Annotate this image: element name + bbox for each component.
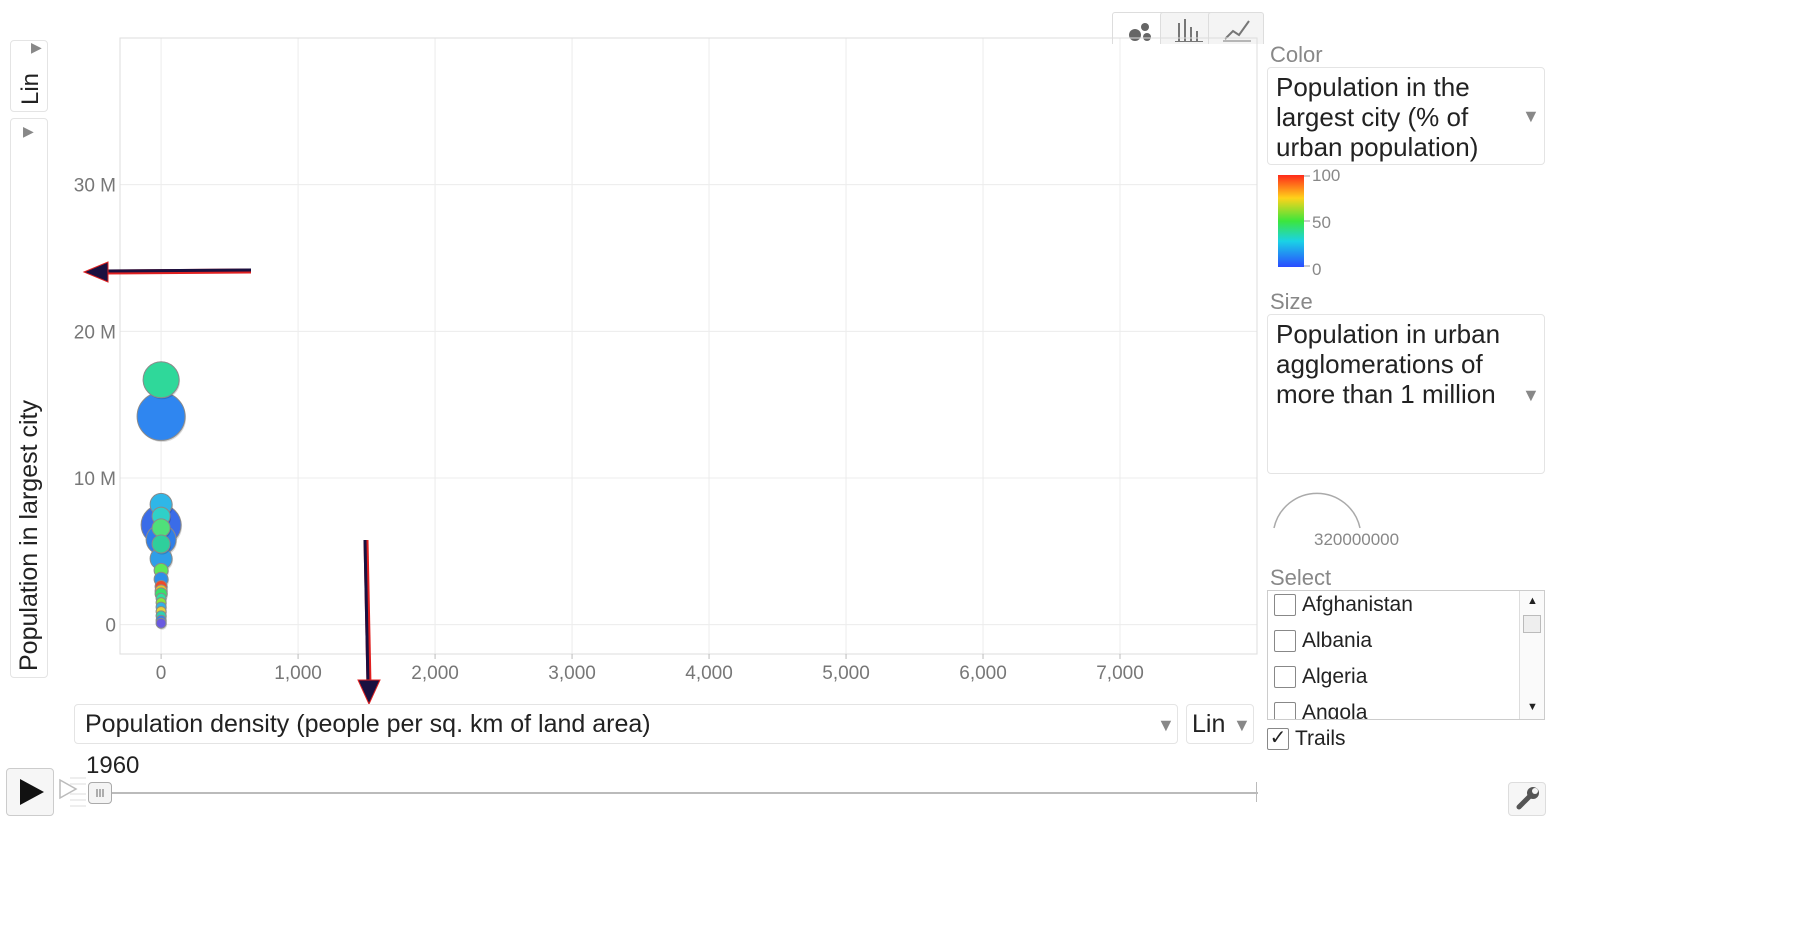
- size-metric-dropdown[interactable]: Population in urban agglomerations of mo…: [1267, 314, 1545, 474]
- trails-label: Trails: [1295, 727, 1346, 750]
- country-item[interactable]: Angola: [1270, 695, 1520, 720]
- x-tick-label: 3,000: [548, 663, 596, 684]
- color-metric-arrow-icon: ▼: [1522, 106, 1540, 126]
- y-tick-label: 20 M: [74, 322, 116, 343]
- trails-checkbox[interactable]: ✓: [1267, 728, 1289, 751]
- x-metric-dropdown[interactable]: Population density (people per sq. km of…: [74, 704, 1178, 744]
- grip-icon: [96, 789, 104, 797]
- scroll-thumb[interactable]: [1523, 615, 1541, 633]
- color-legend-min: 0: [1312, 260, 1322, 279]
- line-chart-icon: [1223, 20, 1251, 42]
- color-metric-label: Population in the largest city (% of urb…: [1276, 72, 1479, 162]
- speed-control[interactable]: [58, 774, 88, 808]
- y-metric-dropdown[interactable]: ▶ Population in largest city: [10, 118, 48, 678]
- country-checkbox[interactable]: [1274, 594, 1296, 617]
- x-tick-label: 1,000: [274, 663, 322, 684]
- trails-toggle[interactable]: ✓ Trails: [1267, 726, 1346, 752]
- size-legend-value: 320000000: [1314, 530, 1400, 549]
- y-scale-arrow-icon: ▶: [31, 39, 42, 55]
- country-checkbox[interactable]: [1274, 702, 1296, 719]
- size-legend-arc: [1273, 492, 1361, 529]
- x-tick-label: 7,000: [1096, 663, 1144, 684]
- left-arrow-annotation: [82, 261, 252, 283]
- scroll-down-icon[interactable]: ▼: [1527, 701, 1538, 713]
- line-chart-tab[interactable]: [1208, 12, 1264, 44]
- y-metric-arrow-icon: ▶: [23, 123, 34, 139]
- current-year: 1960: [86, 752, 140, 779]
- x-tick-label: 0: [156, 663, 167, 684]
- bar-chart-icon: [1175, 19, 1203, 42]
- country-bubble[interactable]: [142, 361, 180, 399]
- color-legend-mid: 50: [1312, 213, 1331, 232]
- country-bubble[interactable]: [151, 534, 171, 554]
- color-metric-dropdown[interactable]: Population in the largest city (% of urb…: [1267, 67, 1545, 165]
- list-scrollbar[interactable]: ▲ ▼: [1519, 591, 1544, 719]
- size-heading: Size: [1270, 289, 1313, 314]
- color-gradient-legend: [1278, 175, 1304, 267]
- down-arrow-annotation: [357, 539, 381, 706]
- y-tick-label: 0: [105, 616, 116, 637]
- play-icon: [20, 779, 44, 805]
- country-label: Angola: [1302, 701, 1368, 720]
- country-label: Albania: [1302, 629, 1373, 652]
- y-scale-dropdown[interactable]: Lin ▶: [10, 39, 48, 112]
- x-tick-label: 4,000: [685, 663, 733, 684]
- country-checkbox[interactable]: [1274, 630, 1296, 653]
- x-scale-arrow-icon: ▼: [1233, 715, 1251, 735]
- bubble-chart[interactable]: 0 1,000 2,000 3,000 4,000 5,000 6,000 7,000 0 10…: [0, 0, 1270, 700]
- y-tick-label: 10 M: [74, 469, 116, 490]
- timeline-track[interactable]: [88, 792, 1258, 794]
- y-tick-label: 30 M: [74, 176, 116, 197]
- settings-button[interactable]: [1508, 782, 1546, 816]
- color-legend-max: 100: [1312, 166, 1341, 185]
- x-tick-label: 5,000: [822, 663, 870, 684]
- annotation-arrows: [82, 261, 381, 706]
- x-axis-title: Population density (people per sq. km of…: [85, 710, 651, 738]
- wrench-icon: [1516, 787, 1539, 810]
- x-tick-label: 2,000: [411, 663, 459, 684]
- country-label: Afghanistan: [1302, 593, 1413, 616]
- x-metric-arrow-icon: ▼: [1157, 715, 1175, 735]
- country-bubble[interactable]: [155, 617, 167, 629]
- country-list[interactable]: Afghanistan Albania Algeria Angola ▲ ▼: [1267, 590, 1545, 720]
- x-scale-label: Lin: [1192, 710, 1226, 738]
- x-scale-dropdown[interactable]: Lin ▼: [1186, 704, 1254, 744]
- color-legend-ticks: [1304, 175, 1310, 267]
- country-item[interactable]: Algeria: [1270, 659, 1520, 695]
- play-button[interactable]: [6, 768, 54, 816]
- select-heading: Select: [1270, 565, 1332, 590]
- size-metric-arrow-icon: ▼: [1522, 385, 1540, 405]
- scroll-up-icon[interactable]: ▲: [1527, 595, 1538, 607]
- timeline-end-tick: [1256, 782, 1257, 802]
- country-label: Algeria: [1302, 665, 1368, 688]
- timeline-slider-handle[interactable]: [88, 782, 112, 804]
- country-checkbox[interactable]: [1274, 666, 1296, 689]
- color-heading: Color: [1270, 42, 1323, 67]
- bubble-chart-tab[interactable]: [1112, 12, 1168, 44]
- size-metric-label: Population in urban agglomerations of mo…: [1276, 319, 1501, 409]
- country-item[interactable]: Afghanistan: [1270, 591, 1520, 623]
- speed-icon: [59, 777, 86, 807]
- country-item[interactable]: Albania: [1270, 623, 1520, 659]
- x-tick-label: 6,000: [959, 663, 1007, 684]
